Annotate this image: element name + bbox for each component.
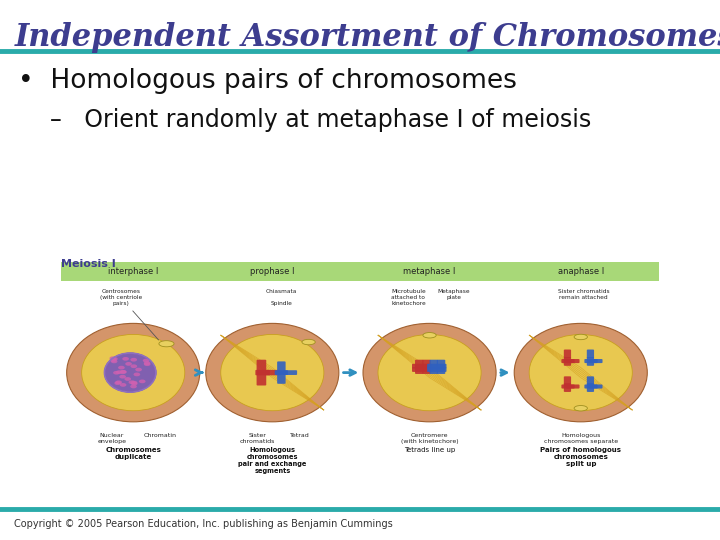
FancyBboxPatch shape xyxy=(277,372,286,384)
Text: Centrosomes
(with centriole
pairs): Centrosomes (with centriole pairs) xyxy=(100,289,158,340)
Text: Independent Assortment of Chromosomes: Independent Assortment of Chromosomes xyxy=(14,22,720,52)
FancyBboxPatch shape xyxy=(437,360,445,374)
Circle shape xyxy=(143,359,150,362)
Text: Tetrads line up: Tetrads line up xyxy=(404,447,455,453)
FancyBboxPatch shape xyxy=(587,383,594,392)
Ellipse shape xyxy=(302,339,315,345)
Ellipse shape xyxy=(574,334,588,340)
FancyBboxPatch shape xyxy=(427,367,446,372)
Circle shape xyxy=(130,364,138,368)
Circle shape xyxy=(110,358,117,362)
Circle shape xyxy=(125,362,132,366)
Text: Tetrad: Tetrad xyxy=(289,433,310,438)
Circle shape xyxy=(129,380,135,384)
Text: Centromere
(with kinetochore): Centromere (with kinetochore) xyxy=(401,433,459,444)
Text: –   Orient randomly at metaphase I of meiosis: – Orient randomly at metaphase I of meio… xyxy=(50,108,592,132)
Circle shape xyxy=(120,370,127,374)
Circle shape xyxy=(113,371,120,375)
Text: metaphase I: metaphase I xyxy=(403,267,456,276)
FancyBboxPatch shape xyxy=(60,262,660,281)
Ellipse shape xyxy=(423,333,436,338)
FancyBboxPatch shape xyxy=(564,376,571,385)
FancyBboxPatch shape xyxy=(256,360,266,373)
Ellipse shape xyxy=(514,323,647,422)
Text: Homologous
chromosomes
pair and exchange
segments: Homologous chromosomes pair and exchange… xyxy=(238,447,307,474)
Text: prophase I: prophase I xyxy=(250,267,294,276)
FancyBboxPatch shape xyxy=(275,370,288,375)
Circle shape xyxy=(120,383,127,387)
Text: Nuclear
envelope: Nuclear envelope xyxy=(97,433,127,444)
Circle shape xyxy=(131,381,138,384)
Text: Microtubule
attached to
kinetochore: Microtubule attached to kinetochore xyxy=(391,289,426,306)
Ellipse shape xyxy=(67,323,199,422)
FancyBboxPatch shape xyxy=(415,360,423,374)
FancyBboxPatch shape xyxy=(589,384,603,389)
FancyBboxPatch shape xyxy=(566,359,580,363)
FancyBboxPatch shape xyxy=(587,357,594,366)
FancyBboxPatch shape xyxy=(423,360,431,374)
FancyBboxPatch shape xyxy=(564,383,571,392)
Text: anaphase I: anaphase I xyxy=(557,267,604,276)
Ellipse shape xyxy=(104,353,156,392)
Text: Chromatin: Chromatin xyxy=(144,433,177,438)
Circle shape xyxy=(130,358,137,362)
FancyBboxPatch shape xyxy=(564,349,571,359)
FancyBboxPatch shape xyxy=(562,384,575,389)
Ellipse shape xyxy=(574,406,588,411)
Text: Copyright © 2005 Pearson Education, Inc. publishing as Benjamin Cummings: Copyright © 2005 Pearson Education, Inc.… xyxy=(14,519,393,530)
Text: Sister
chromatids: Sister chromatids xyxy=(240,433,275,444)
Text: Pairs of homologous
chromosomes
split up: Pairs of homologous chromosomes split up xyxy=(540,447,621,467)
Circle shape xyxy=(120,370,127,374)
Text: Homologous
chromosomes separate: Homologous chromosomes separate xyxy=(544,433,618,444)
FancyBboxPatch shape xyxy=(412,364,431,368)
FancyBboxPatch shape xyxy=(266,370,280,375)
Text: •  Homologous pairs of chromosomes: • Homologous pairs of chromosomes xyxy=(18,68,517,93)
FancyBboxPatch shape xyxy=(585,359,598,363)
Circle shape xyxy=(118,366,125,369)
FancyBboxPatch shape xyxy=(587,376,594,385)
FancyBboxPatch shape xyxy=(256,372,266,386)
Ellipse shape xyxy=(81,334,185,411)
FancyBboxPatch shape xyxy=(284,370,297,375)
Circle shape xyxy=(130,384,137,388)
Ellipse shape xyxy=(529,334,632,411)
FancyBboxPatch shape xyxy=(277,361,286,374)
Circle shape xyxy=(139,380,145,383)
FancyBboxPatch shape xyxy=(412,367,431,372)
Text: Chromosomes
duplicate: Chromosomes duplicate xyxy=(105,447,161,460)
Text: Chiasmata

Spindle: Chiasmata Spindle xyxy=(266,289,297,306)
Ellipse shape xyxy=(363,323,496,422)
Circle shape xyxy=(135,368,142,372)
Circle shape xyxy=(144,362,150,366)
FancyBboxPatch shape xyxy=(430,360,438,374)
Text: Sister chromatids
remain attached: Sister chromatids remain attached xyxy=(558,289,610,300)
FancyBboxPatch shape xyxy=(589,359,603,363)
Circle shape xyxy=(111,357,117,361)
FancyBboxPatch shape xyxy=(566,384,580,389)
Text: Meiosis I: Meiosis I xyxy=(60,259,115,269)
Text: interphase I: interphase I xyxy=(108,267,158,276)
Circle shape xyxy=(116,370,122,374)
Ellipse shape xyxy=(378,334,481,411)
Ellipse shape xyxy=(159,341,174,347)
Circle shape xyxy=(114,381,121,385)
Circle shape xyxy=(125,377,131,381)
Text: Metaphase
plate: Metaphase plate xyxy=(438,289,470,300)
FancyBboxPatch shape xyxy=(564,357,571,366)
Circle shape xyxy=(109,356,116,360)
FancyBboxPatch shape xyxy=(256,370,270,375)
Circle shape xyxy=(115,380,122,384)
Circle shape xyxy=(133,373,140,376)
Ellipse shape xyxy=(206,323,339,422)
FancyBboxPatch shape xyxy=(585,384,598,389)
Circle shape xyxy=(120,375,126,379)
Circle shape xyxy=(144,361,150,365)
Circle shape xyxy=(131,382,138,386)
FancyBboxPatch shape xyxy=(587,349,594,359)
FancyBboxPatch shape xyxy=(427,364,446,368)
Circle shape xyxy=(122,357,129,361)
Ellipse shape xyxy=(221,334,324,411)
Circle shape xyxy=(111,360,117,363)
FancyBboxPatch shape xyxy=(562,359,575,363)
